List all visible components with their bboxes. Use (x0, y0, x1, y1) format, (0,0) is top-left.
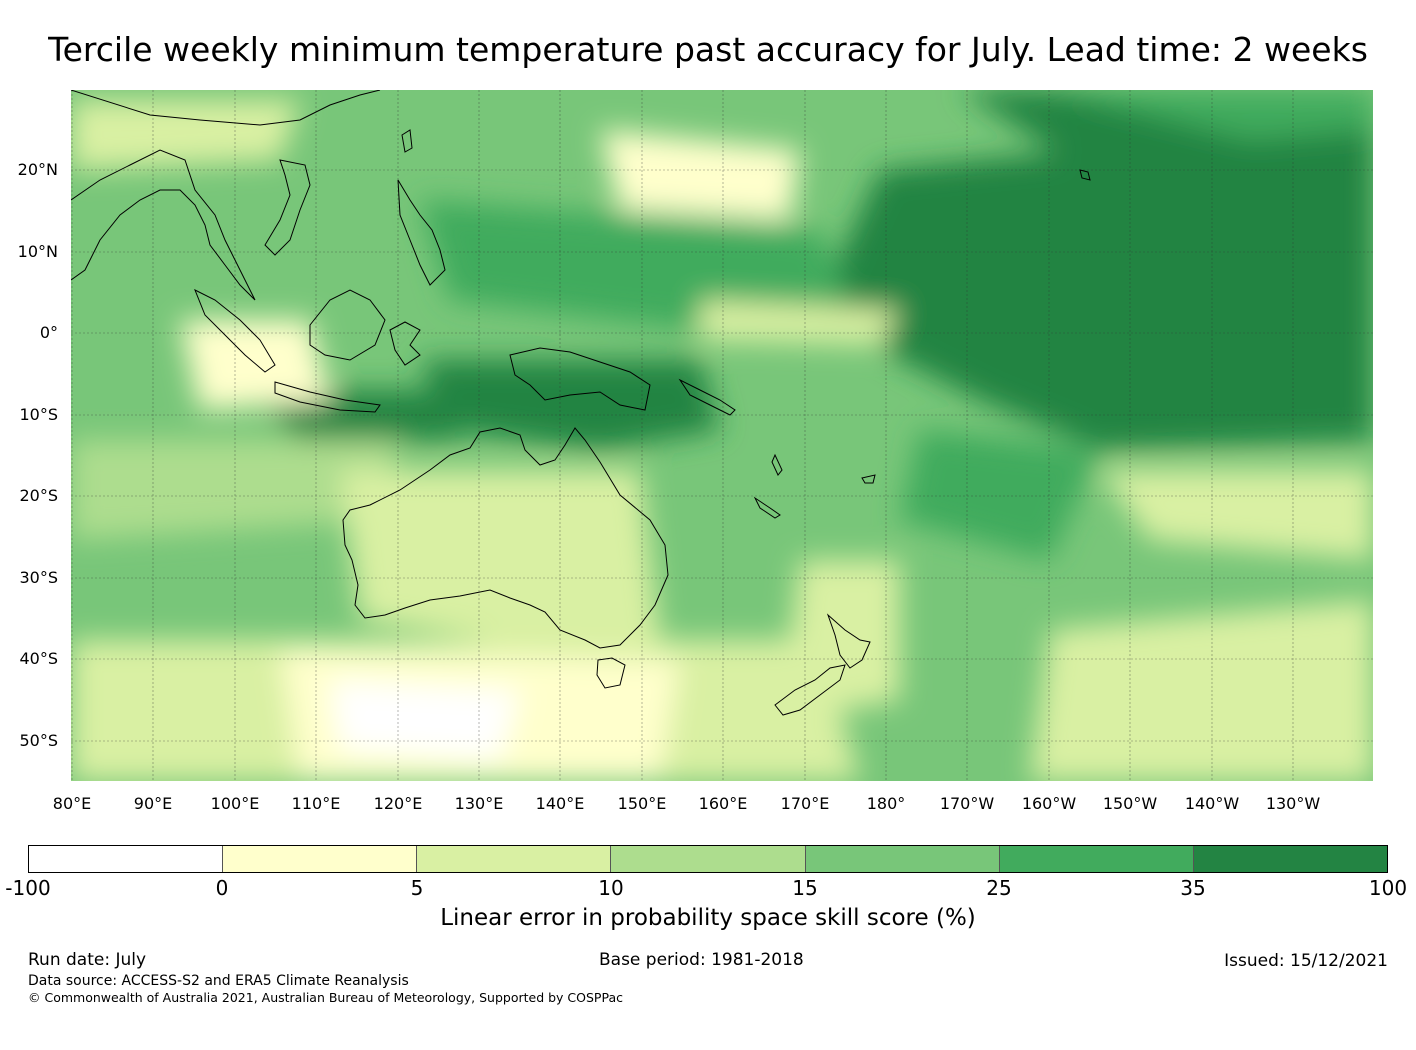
colorbar-segment (805, 846, 1000, 872)
lon-label-130e: 130°E (454, 794, 504, 813)
lon-label-140e: 140°E (535, 794, 585, 813)
lat-label-0: 0° (39, 323, 58, 342)
lon-label-140w: 140°W (1184, 794, 1240, 813)
lon-label-150w: 150°W (1102, 794, 1158, 813)
lon-label-100e: 100°E (210, 794, 260, 813)
colorbar-title: Linear error in probability space skill … (440, 905, 976, 931)
colorbar-tick-label: 5 (410, 876, 424, 900)
lon-label-90e: 90°E (133, 794, 173, 813)
lat-label-10s: 10°S (19, 405, 58, 424)
colorbar-tick-label: 100 (1368, 876, 1408, 900)
vanuatu-coastline (771, 453, 783, 476)
lon-label-110e: 110°E (291, 794, 341, 813)
run-date: Run date: July (28, 950, 147, 970)
sumatra-coastline (194, 288, 276, 373)
lon-label-170e: 170°E (780, 794, 830, 813)
colorbar-tick-label: 0 (215, 876, 229, 900)
lon-label-160w: 160°W (1021, 794, 1077, 813)
hawaii-coastline (1079, 169, 1091, 181)
colorbar-segment (417, 846, 612, 872)
south-china-coastline (71, 90, 381, 126)
new-guinea-coastline (509, 347, 651, 411)
new-caledonia-coastline (753, 496, 781, 519)
colorbar-tick-label: 15 (792, 876, 818, 900)
borneo-coastline (309, 289, 386, 361)
lat-label-50s: 50°S (19, 731, 58, 750)
colorbar-segment (999, 846, 1194, 872)
lat-label-10n: 10°N (17, 242, 58, 261)
lat-label-20n: 20°N (17, 160, 58, 179)
lon-label-130w: 130°W (1265, 794, 1321, 813)
map-title: Tercile weekly minimum temperature past … (48, 30, 1368, 69)
taiwan-coastline (401, 129, 413, 153)
sulawesi-coastline (389, 321, 421, 366)
vietnam-coastline (264, 159, 311, 256)
colorbar (28, 845, 1388, 873)
colorbar-tick-label: 10 (598, 876, 624, 900)
indochina-coastline (71, 149, 256, 301)
colorbar-segment (1193, 846, 1387, 872)
data-source: Data source: ACCESS-S2 and ERA5 Climate … (28, 973, 409, 989)
copyright-notice: © Commonwealth of Australia 2021, Austra… (28, 990, 623, 1005)
lon-label-170w: 170°W (939, 794, 995, 813)
colorbar-tick-label: -100 (5, 876, 51, 900)
new-zealand-south-coastline (774, 664, 846, 716)
lon-label-160e: 160°E (698, 794, 748, 813)
colorbar-segment (223, 846, 418, 872)
issued-date: Issued: 15/12/2021 (1224, 951, 1388, 971)
colorbar-tick-label: 25 (986, 876, 1012, 900)
tasmania-coastline (596, 657, 626, 689)
lon-label-120e: 120°E (373, 794, 423, 813)
fiji-coastline (861, 474, 876, 484)
colorbar-tick-label: 35 (1180, 876, 1206, 900)
colorbar-segment (611, 846, 806, 872)
lat-label-40s: 40°S (19, 649, 58, 668)
solomon-islands-coastline (678, 378, 736, 416)
colorbar-segment (29, 846, 224, 872)
lon-label-80e: 80°E (52, 794, 92, 813)
java-coastline (274, 381, 381, 413)
lon-label-180: 180° (866, 794, 906, 813)
lat-label-20s: 20°S (19, 486, 58, 505)
philippines-coastline (397, 179, 446, 286)
australia-coastline (342, 427, 669, 649)
lon-label-150e: 150°E (617, 794, 667, 813)
new-zealand-north-coastline (826, 613, 871, 669)
lat-label-30s: 30°S (19, 568, 58, 587)
skill-score-map (71, 90, 1373, 781)
base-period: Base period: 1981-2018 (599, 950, 804, 970)
